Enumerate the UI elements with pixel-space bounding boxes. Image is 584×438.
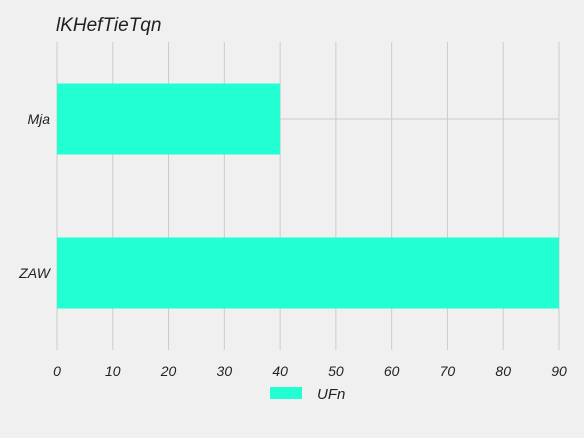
- x-tick-label: 80: [495, 363, 511, 379]
- bars: [57, 83, 559, 309]
- y-tick-label: ZAW: [18, 265, 52, 281]
- x-tick-label: 0: [53, 363, 61, 379]
- x-tick-label: 10: [105, 363, 121, 379]
- x-tick-label: 70: [440, 363, 456, 379]
- x-axis-ticks: 0 10 20 30 40 50 60 70 80 90: [53, 363, 567, 379]
- legend-swatch: [270, 387, 302, 399]
- x-tick-label: 90: [551, 363, 567, 379]
- legend-label: UFn: [317, 386, 345, 403]
- legend: UFn: [270, 386, 345, 403]
- bar-zaw: [57, 237, 559, 309]
- x-tick-label: 60: [384, 363, 400, 379]
- bar-mja: [57, 83, 281, 155]
- x-tick-label: 50: [328, 363, 344, 379]
- x-tick-label: 40: [272, 363, 288, 379]
- y-tick-label: Mja: [27, 111, 50, 127]
- chart-title: lKHefTieTqn: [56, 15, 161, 36]
- x-tick-label: 30: [217, 363, 233, 379]
- x-tick-label: 20: [160, 363, 177, 379]
- y-axis-ticks: Mja ZAW: [18, 111, 52, 281]
